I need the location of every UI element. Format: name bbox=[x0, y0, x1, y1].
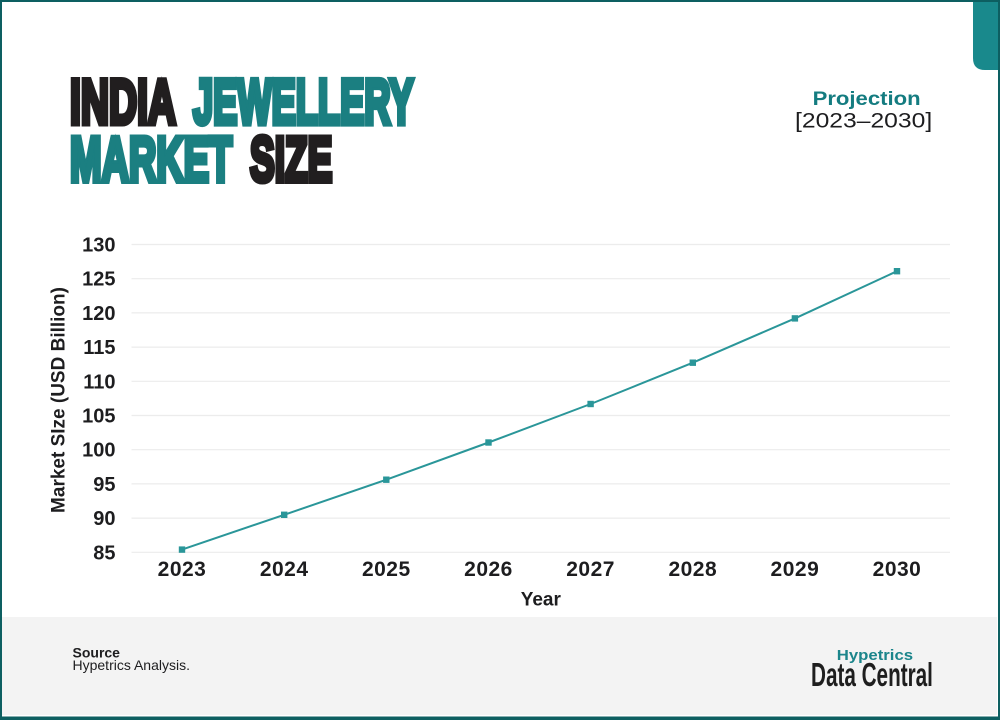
svg-text:Market SIze (USD Billion): Market SIze (USD Billion) bbox=[49, 287, 70, 513]
svg-text:JEWELLERY: JEWELLERY bbox=[193, 66, 413, 137]
svg-text:Hypetrics: Hypetrics bbox=[837, 648, 914, 664]
svg-text:SIZE: SIZE bbox=[250, 124, 332, 195]
svg-text:125: 125 bbox=[82, 269, 115, 291]
svg-text:INDIA: INDIA bbox=[70, 68, 176, 138]
svg-text:105: 105 bbox=[82, 406, 115, 428]
svg-text:95: 95 bbox=[93, 474, 115, 496]
svg-text:Year: Year bbox=[521, 590, 562, 611]
svg-text:115: 115 bbox=[83, 337, 115, 359]
svg-text:2027: 2027 bbox=[566, 558, 615, 581]
svg-text:Hypetrics Analysis.: Hypetrics Analysis. bbox=[73, 657, 190, 673]
svg-text:Projection: Projection bbox=[813, 88, 921, 109]
svg-text:[2023–2030]: [2023–2030] bbox=[795, 108, 932, 132]
svg-text:2023: 2023 bbox=[158, 558, 207, 581]
svg-text:Data Central: Data Central bbox=[811, 656, 933, 693]
svg-text:MARKET: MARKET bbox=[70, 125, 232, 195]
svg-text:90: 90 bbox=[93, 508, 115, 530]
svg-text:2029: 2029 bbox=[771, 558, 820, 581]
svg-text:2025: 2025 bbox=[362, 558, 411, 581]
svg-text:2024: 2024 bbox=[260, 558, 309, 581]
svg-text:110: 110 bbox=[83, 371, 115, 393]
svg-text:2030: 2030 bbox=[873, 558, 922, 581]
svg-text:Source: Source bbox=[73, 644, 121, 660]
svg-text:2026: 2026 bbox=[464, 558, 513, 581]
svg-text:130: 130 bbox=[82, 235, 115, 257]
svg-text:2028: 2028 bbox=[668, 558, 717, 581]
svg-text:100: 100 bbox=[82, 440, 115, 462]
svg-text:85: 85 bbox=[93, 542, 115, 564]
svg-text:120: 120 bbox=[82, 303, 115, 325]
